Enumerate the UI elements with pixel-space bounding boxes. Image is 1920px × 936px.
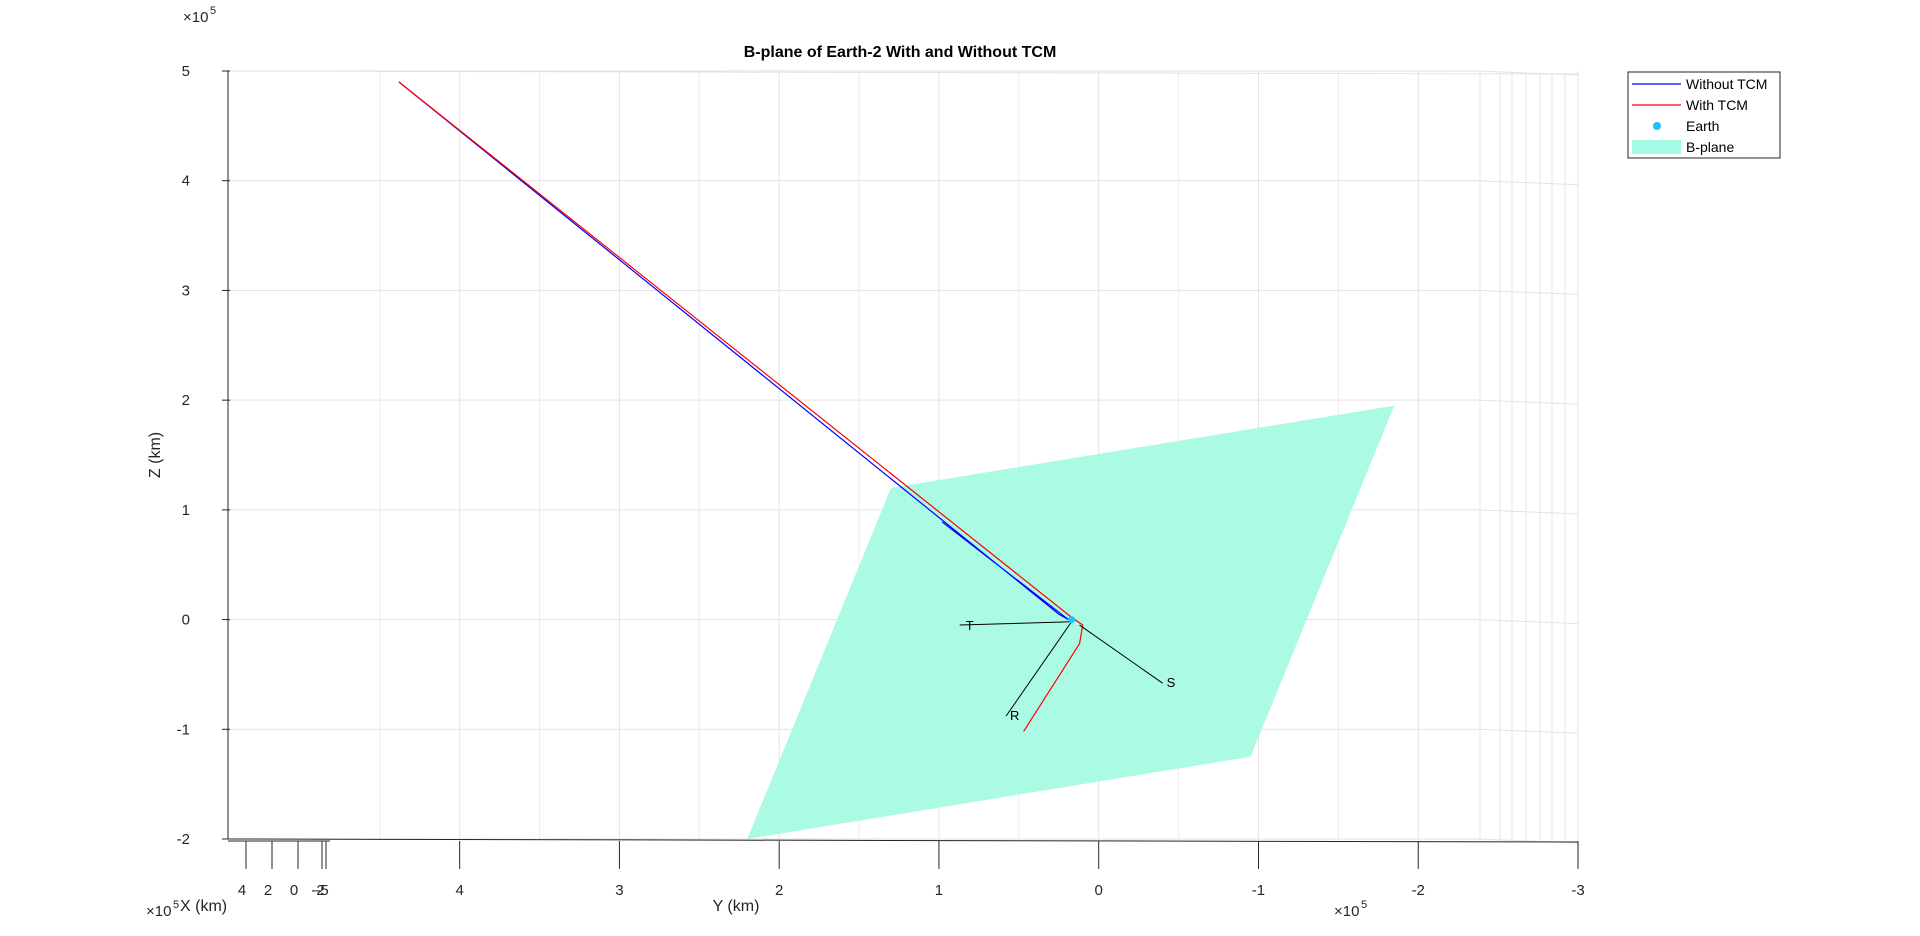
z-axis-label: Z (km) (147, 432, 164, 478)
y-tick-label: 2 (775, 882, 783, 899)
x-depth-tick-label: 4 (238, 882, 246, 899)
x-depth-tick-label: 2 (264, 882, 272, 899)
x-depth-tick-label: -2 (311, 882, 324, 899)
y-tick-label: -3 (1571, 882, 1584, 899)
x-axis-exponent: ×10 5 (146, 899, 179, 920)
y-tick-label: -2 (1412, 882, 1425, 899)
x-axis-label: X (km) (180, 898, 227, 915)
x-depth-tick-label: -5 (315, 882, 328, 899)
chart-title: B-plane of Earth-2 With and Without TCM (744, 44, 1057, 61)
z-tick-label: -2 (177, 831, 190, 848)
z-tick-label: 5 (182, 63, 190, 80)
svg-text:5: 5 (210, 5, 216, 17)
legend-label: With TCM (1686, 97, 1748, 113)
y-tick-label: 1 (935, 882, 943, 899)
legend-label: Without TCM (1686, 76, 1767, 92)
grid-line-z (228, 728, 1579, 734)
legend-label: Earth (1686, 118, 1719, 134)
depth-axis: 4 2 0 -2-5 (228, 840, 330, 899)
y-tick-label: 0 (1095, 882, 1103, 899)
z-tick-label: 1 (182, 502, 190, 519)
grid-line-z (228, 509, 1579, 515)
b-plane-vector-r (1005, 621, 1072, 717)
z-tick-label: 4 (182, 173, 190, 190)
y-axis-exponent: ×10 5 (1334, 899, 1367, 920)
b-plane-vector-t (959, 621, 1072, 626)
legend-swatch-earth (1653, 122, 1661, 130)
axes: -2 -1 0 1 2 3 4 5 4 3 2 1 0 -1 -2 -3 (177, 63, 1585, 899)
y-tick-label: 4 (455, 882, 463, 899)
z-axis-exponent: ×10 5 (183, 5, 216, 26)
z-tick-label: 2 (182, 392, 190, 409)
grid-line-top (227, 70, 1579, 75)
grid-line-z (228, 619, 1579, 625)
svg-text:5: 5 (173, 899, 179, 911)
series-line-with-tcm (398, 81, 1084, 732)
b-plane-vector-label-r: R (1010, 708, 1019, 723)
grid-line-z (228, 289, 1579, 295)
b-plane-vector-label-t: T (966, 618, 974, 633)
y-tick-label: -1 (1252, 882, 1265, 899)
svg-text:×10: ×10 (146, 903, 171, 920)
z-tick-label: -1 (177, 721, 190, 738)
y-axis-line (227, 838, 1579, 843)
svg-text:×10: ×10 (1334, 903, 1359, 920)
legend-swatch-bplane (1632, 140, 1681, 154)
earth-marker (1068, 616, 1076, 624)
b-plane-vector-label-s: S (1167, 675, 1176, 690)
y-tick-label: 3 (615, 882, 623, 899)
trajectory-layer: T R S (398, 81, 1176, 732)
grid-line-z (228, 180, 1579, 186)
svg-text:5: 5 (1361, 899, 1367, 911)
svg-text:×10: ×10 (183, 9, 208, 26)
legend: Without TCM With TCM Earth B-plane (1627, 71, 1781, 159)
y-axis-label: Y (km) (713, 898, 760, 915)
series-line-without-tcm (398, 81, 1069, 621)
z-tick-label: 0 (182, 612, 190, 629)
x-depth-tick-label: 0 (290, 882, 298, 899)
b-plane-vector-s (1079, 624, 1163, 684)
grid-line-z (228, 399, 1579, 405)
legend-label: B-plane (1686, 139, 1734, 155)
z-tick-label: 3 (182, 282, 190, 299)
